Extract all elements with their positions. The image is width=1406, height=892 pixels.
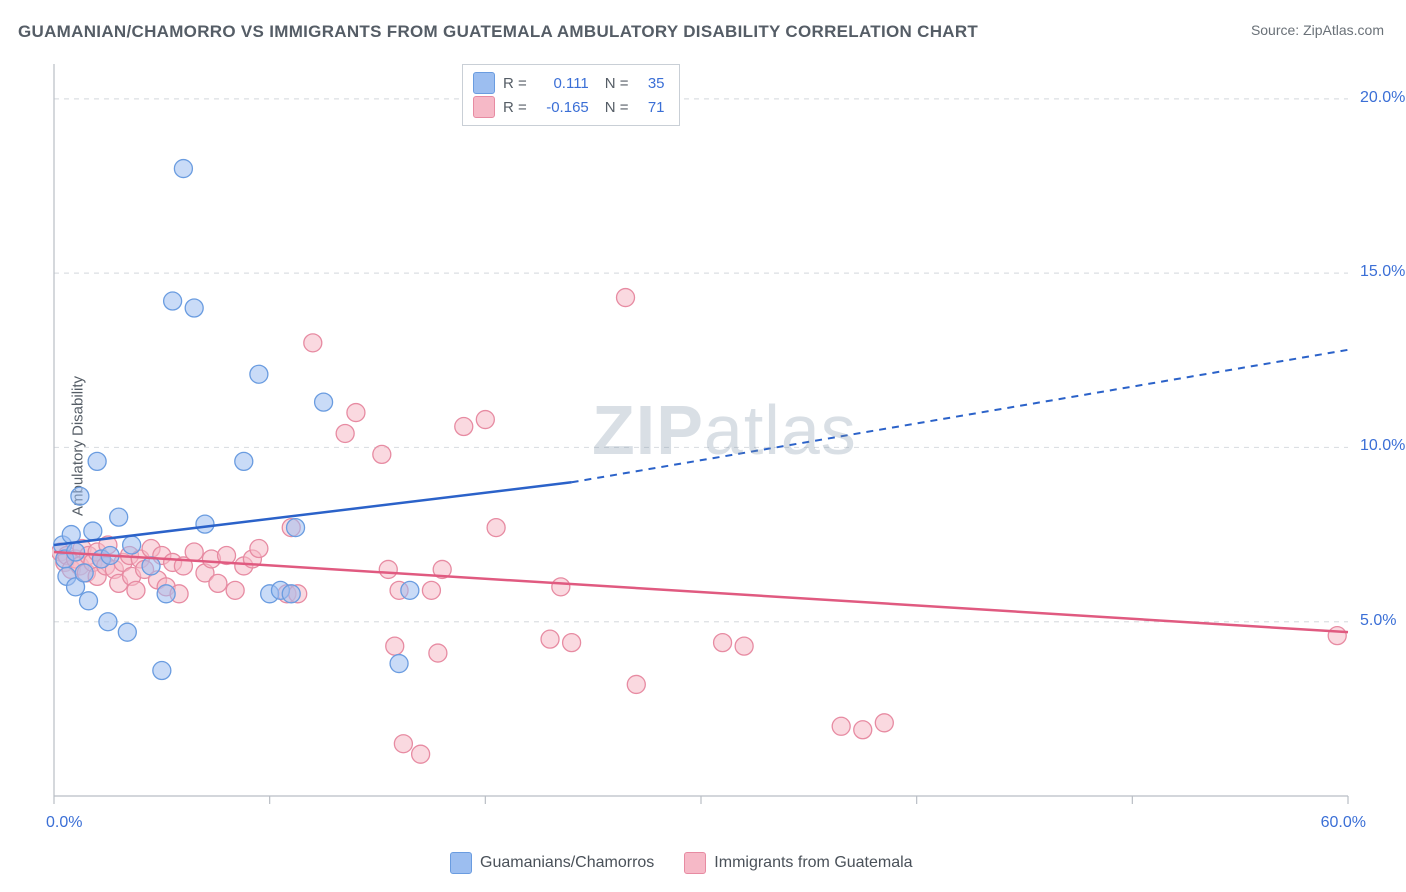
legend-swatch: [450, 852, 472, 874]
n-value: 35: [637, 75, 665, 92]
x-tick-label: 0.0%: [46, 814, 82, 832]
legend-row: R = -0.165 N = 71: [473, 95, 665, 119]
chart-svg: [52, 60, 1352, 830]
series-legend: Guamanians/Chamorros Immigrants from Guat…: [450, 852, 913, 874]
series-label: Guamanians/Chamorros: [480, 854, 654, 872]
x-tick-label: 60.0%: [1321, 814, 1366, 832]
n-value: 71: [637, 99, 665, 116]
chart-plot-area: ZIPatlas R =0.111N =35R =-0.165N =71: [52, 60, 1352, 830]
series-legend-item: Immigrants from Guatemala: [684, 852, 912, 874]
y-tick-label: 15.0%: [1360, 263, 1405, 281]
series-legend-item: Guamanians/Chamorros: [450, 852, 654, 874]
r-value: -0.165: [535, 99, 589, 116]
y-tick-label: 5.0%: [1360, 612, 1396, 630]
chart-title: GUAMANIAN/CHAMORRO VS IMMIGRANTS FROM GU…: [18, 22, 978, 42]
r-label: R =: [503, 75, 527, 92]
legend-swatch: [473, 72, 495, 94]
legend-swatch: [684, 852, 706, 874]
y-tick-label: 20.0%: [1360, 89, 1405, 107]
source-label: Source: ZipAtlas.com: [1251, 22, 1384, 38]
y-tick-label: 10.0%: [1360, 437, 1405, 455]
n-label: N =: [605, 99, 629, 116]
n-label: N =: [605, 75, 629, 92]
r-value: 0.111: [535, 75, 589, 92]
series-label: Immigrants from Guatemala: [714, 854, 912, 872]
correlation-legend: R = 0.111 N = 35 R = -0.165 N = 71: [462, 64, 680, 126]
r-label: R =: [503, 99, 527, 116]
legend-swatch: [473, 96, 495, 118]
legend-row: R = 0.111 N = 35: [473, 71, 665, 95]
